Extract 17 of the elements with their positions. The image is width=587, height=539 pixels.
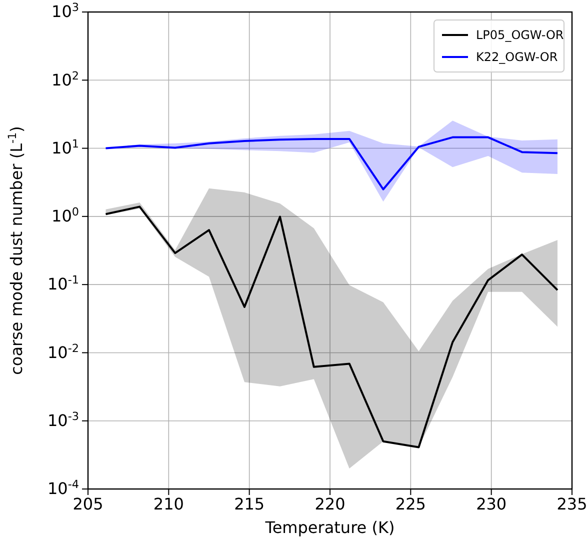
y-tick-label: 10$^{3}$ <box>52 0 79 22</box>
x-tick-label: 210 <box>153 494 184 514</box>
y-tick-label: 10$^{-1}$ <box>47 273 79 294</box>
y-tick-label: 10$^{-3}$ <box>47 409 79 430</box>
x-tick-label: 235 <box>556 494 587 514</box>
y-tick-label: 10$^{-2}$ <box>47 341 79 362</box>
legend-label: K22_OGW-OR <box>476 50 558 64</box>
y-tick-label: 10$^{0}$ <box>52 205 79 226</box>
y-tick-label: 10$^{2}$ <box>52 68 79 90</box>
y-tick-label: 10$^{1}$ <box>52 136 79 158</box>
x-tick-label: 220 <box>314 494 346 514</box>
line-series <box>104 136 558 190</box>
x-axis-title: Temperature (K) <box>264 518 395 537</box>
legend-label: LP05_OGW-OR <box>476 28 564 42</box>
x-tick-label: 230 <box>476 494 507 514</box>
x-tick-label: 215 <box>234 494 265 514</box>
x-tick-label: 225 <box>395 494 426 514</box>
